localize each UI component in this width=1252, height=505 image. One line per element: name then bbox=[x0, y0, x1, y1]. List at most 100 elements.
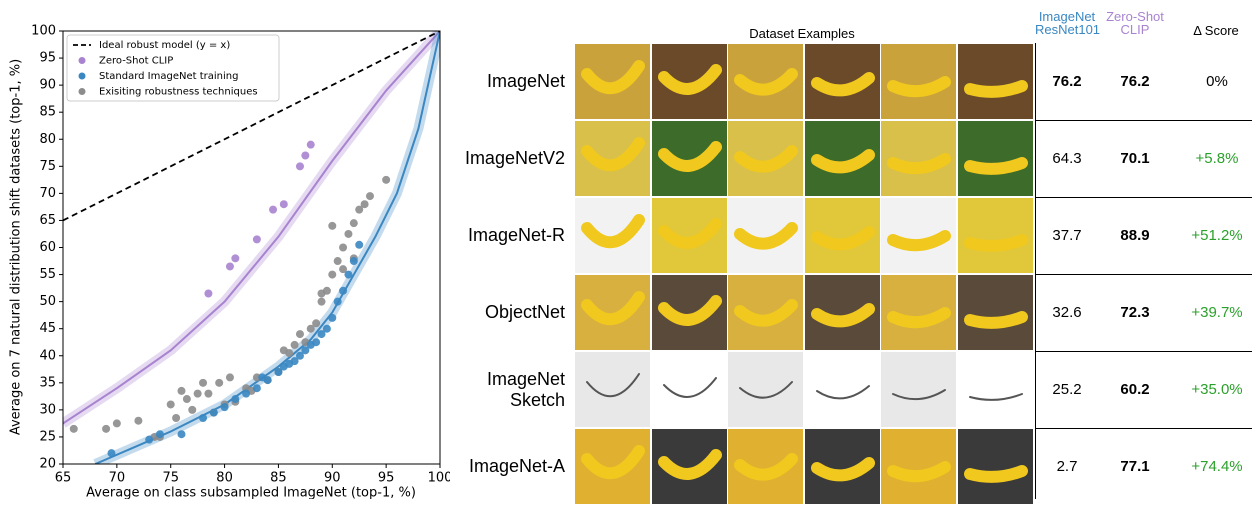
score: 37.7 bbox=[1052, 227, 1082, 244]
point bbox=[252, 384, 261, 393]
point bbox=[107, 449, 116, 458]
example-image bbox=[651, 429, 727, 504]
example-image bbox=[957, 429, 1033, 504]
score: 64.3 bbox=[1052, 150, 1082, 167]
fit-line bbox=[94, 31, 440, 464]
point bbox=[193, 389, 202, 398]
legend-label: Standard ImageNet training bbox=[99, 71, 238, 82]
point bbox=[199, 378, 208, 387]
point bbox=[339, 265, 348, 274]
point bbox=[263, 376, 272, 385]
point bbox=[204, 389, 213, 398]
point bbox=[231, 395, 240, 404]
point bbox=[182, 395, 191, 404]
banana bbox=[657, 218, 722, 249]
banana bbox=[963, 465, 1028, 483]
row-label: ImageNet-R bbox=[467, 225, 565, 245]
legend-swatch bbox=[78, 88, 86, 95]
point bbox=[306, 140, 315, 149]
y-tick-label: 65 bbox=[39, 213, 56, 228]
point bbox=[317, 289, 326, 298]
point bbox=[102, 424, 111, 433]
example-image bbox=[881, 352, 956, 427]
point bbox=[269, 205, 278, 214]
point bbox=[339, 243, 348, 252]
example-image bbox=[728, 429, 803, 504]
vertical-rule bbox=[1035, 43, 1036, 499]
banana bbox=[657, 64, 722, 95]
score: 32.6 bbox=[1052, 304, 1082, 321]
example-image bbox=[804, 352, 880, 427]
banana bbox=[887, 76, 951, 98]
banana bbox=[810, 72, 875, 97]
point bbox=[355, 240, 364, 249]
point bbox=[177, 430, 186, 439]
example-image bbox=[957, 352, 1033, 427]
banana bbox=[887, 461, 951, 483]
point bbox=[172, 413, 181, 422]
point bbox=[145, 435, 154, 444]
y-tick-label: 40 bbox=[39, 348, 56, 363]
example-image bbox=[575, 352, 650, 427]
score: +39.7% bbox=[1191, 304, 1243, 321]
row-label: ImageNet bbox=[486, 71, 565, 91]
point bbox=[306, 324, 315, 333]
example-image bbox=[957, 121, 1033, 196]
example-image bbox=[728, 352, 803, 427]
banana bbox=[734, 145, 798, 173]
point bbox=[333, 297, 342, 306]
score: 70.1 bbox=[1120, 150, 1150, 167]
score: 2.7 bbox=[1056, 458, 1078, 475]
example-image bbox=[651, 198, 727, 273]
score: 88.9 bbox=[1120, 227, 1150, 244]
point bbox=[242, 389, 251, 398]
banana bbox=[581, 214, 645, 249]
row-rule bbox=[1036, 274, 1252, 275]
example-image bbox=[575, 429, 650, 504]
banana bbox=[662, 377, 717, 398]
y-tick-label: 75 bbox=[39, 159, 56, 174]
score: 72.3 bbox=[1120, 304, 1150, 321]
point bbox=[295, 330, 304, 339]
row-label: ImageNet Sketch bbox=[486, 368, 565, 410]
row-label: ObjectNet bbox=[484, 302, 565, 322]
example-image bbox=[651, 275, 727, 350]
y-tick-label: 20 bbox=[39, 457, 56, 472]
banana bbox=[734, 222, 798, 250]
banana bbox=[968, 393, 1023, 401]
point bbox=[301, 346, 310, 355]
example-image bbox=[575, 121, 650, 196]
point bbox=[328, 221, 337, 230]
point bbox=[215, 378, 224, 387]
example-image bbox=[728, 121, 803, 196]
point bbox=[355, 205, 364, 214]
score: 25.2 bbox=[1052, 381, 1082, 398]
legend-label: Ideal robust model (y = x) bbox=[99, 40, 230, 51]
banana bbox=[810, 457, 875, 482]
example-image bbox=[957, 275, 1033, 350]
x-tick-label: 80 bbox=[216, 471, 233, 486]
banana bbox=[963, 80, 1028, 98]
point bbox=[295, 351, 304, 360]
banana bbox=[887, 307, 951, 329]
point bbox=[69, 424, 78, 433]
legend-label: Exisiting robustness techniques bbox=[99, 87, 258, 98]
ideal-line bbox=[63, 31, 440, 222]
row-label: ImageNetV2 bbox=[464, 148, 565, 168]
score: 0% bbox=[1206, 73, 1228, 90]
score: +5.8% bbox=[1195, 150, 1239, 167]
score: 60.2 bbox=[1120, 381, 1150, 398]
point bbox=[231, 254, 240, 263]
x-tick-label: 70 bbox=[109, 471, 126, 486]
results-table: Dataset Examples ImageNet ResNet101 Zero-… bbox=[450, 0, 1252, 504]
example-image bbox=[728, 198, 803, 273]
point bbox=[220, 403, 229, 412]
point bbox=[166, 400, 175, 409]
score: 76.2 bbox=[1120, 73, 1150, 90]
legend-label: Zero-Shot CLIP bbox=[99, 56, 173, 67]
example-image bbox=[957, 198, 1033, 273]
banana bbox=[734, 453, 798, 481]
point bbox=[199, 413, 208, 422]
point bbox=[317, 330, 326, 339]
